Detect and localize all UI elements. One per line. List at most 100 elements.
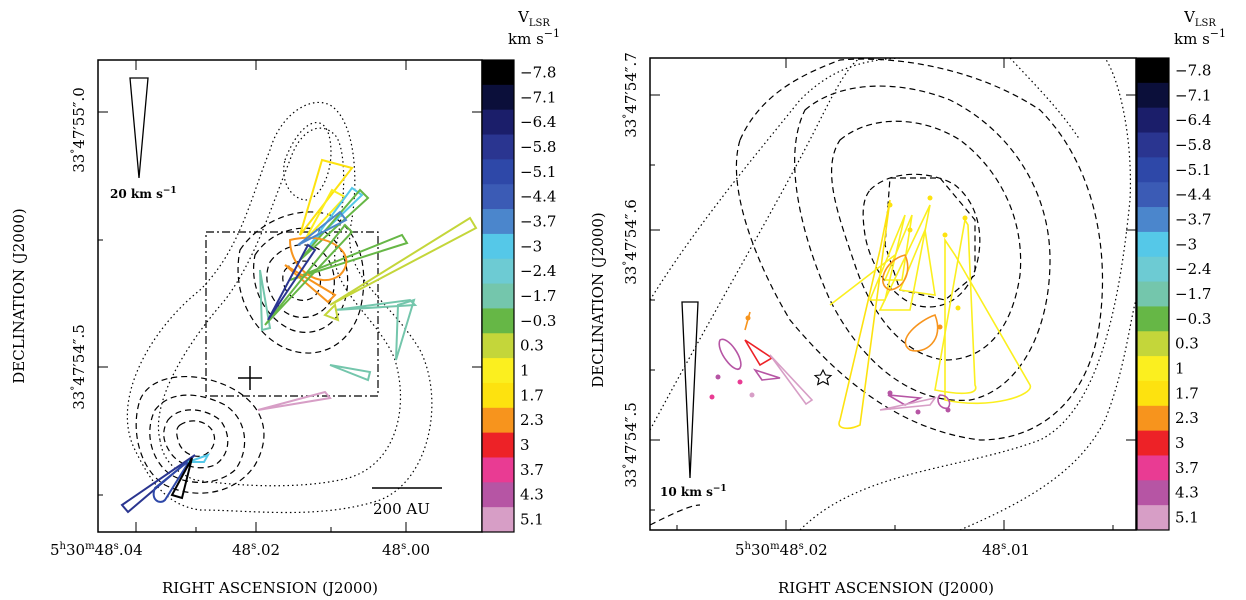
right-dotted-contour bbox=[799, 58, 1132, 530]
right-x-tick-label: 5h30m48s.02 bbox=[735, 541, 828, 559]
colorbar-swatch bbox=[1137, 480, 1169, 506]
colorbar-tick-label: −7.1 bbox=[520, 88, 556, 106]
left-dashed-contour bbox=[135, 375, 265, 494]
maser-vector bbox=[299, 188, 370, 261]
maser-vector bbox=[744, 339, 774, 367]
colorbar-swatch bbox=[1137, 455, 1169, 481]
left-x-tick-label: 48s.00 bbox=[382, 541, 430, 559]
maser-vector bbox=[718, 338, 742, 371]
maser-spot bbox=[737, 379, 743, 385]
maser-vector bbox=[187, 453, 211, 463]
maser-spot bbox=[945, 407, 951, 413]
left-dashed-contour bbox=[149, 394, 246, 483]
colorbar-tick-label: −4.4 bbox=[1175, 186, 1211, 204]
right-colorbar-unit: km s−1 bbox=[1174, 27, 1226, 48]
maser-vector bbox=[297, 210, 348, 246]
maser-spot bbox=[915, 409, 921, 415]
right-dotted-contour bbox=[650, 58, 901, 301]
right-maser-spots bbox=[709, 195, 968, 415]
colorbar-tick-label: −6.4 bbox=[1175, 111, 1211, 129]
colorbar-tick-label: 3 bbox=[1175, 434, 1185, 452]
right-contours bbox=[650, 58, 1136, 530]
right-dashed-contour bbox=[794, 85, 1051, 401]
star-icon bbox=[813, 368, 833, 386]
maser-spot bbox=[937, 324, 943, 330]
right-dashed-contour bbox=[831, 120, 1022, 361]
right-maser-vectors bbox=[718, 199, 1031, 430]
maser-spot bbox=[955, 305, 961, 311]
colorbar-tick-label: −5.1 bbox=[520, 163, 556, 181]
left-colorbar-unit: km s−1 bbox=[508, 27, 560, 48]
colorbar-swatch bbox=[1137, 256, 1169, 283]
left-dashed-contour bbox=[266, 244, 335, 319]
colorbar-tick-label: 3 bbox=[520, 436, 530, 454]
colorbar-swatch bbox=[482, 60, 514, 86]
maser-vector bbox=[944, 237, 1031, 405]
colorbar-swatch bbox=[1137, 58, 1169, 84]
left-x-axis-title: RIGHT ASCENSION (J2000) bbox=[162, 579, 378, 597]
colorbar-tick-label: −1.7 bbox=[1175, 285, 1211, 303]
colorbar-swatch bbox=[1137, 207, 1169, 233]
maser-spot bbox=[962, 215, 968, 221]
colorbar-tick-label: 2.3 bbox=[520, 411, 544, 429]
right-dotted-contour bbox=[650, 58, 861, 431]
right-x-axis-title: RIGHT ASCENSION (J2000) bbox=[778, 579, 994, 597]
maser-vector bbox=[934, 217, 977, 395]
maser-vector bbox=[879, 396, 937, 411]
colorbar-swatch bbox=[1137, 157, 1169, 183]
colorbar-tick-label: −3.7 bbox=[1175, 210, 1211, 228]
colorbar-swatch bbox=[482, 283, 514, 309]
colorbar-swatch bbox=[1137, 505, 1169, 531]
right-dashed-contour bbox=[650, 504, 701, 526]
maser-spot bbox=[745, 315, 751, 321]
colorbar-swatch bbox=[482, 333, 514, 359]
right-ticks bbox=[650, 58, 1136, 530]
maser-vector bbox=[170, 457, 193, 500]
maser-spot bbox=[715, 374, 721, 380]
left-panel: 20 km s−1 200 AU 5h30m48s.04 48s.02 48s.… bbox=[10, 59, 483, 597]
colorbar-swatch bbox=[482, 109, 514, 136]
colorbar-swatch bbox=[482, 457, 514, 483]
right-plot-frame bbox=[649, 57, 1137, 531]
left-y-axis-title: DECLINATION (J2000) bbox=[10, 208, 28, 384]
colorbar-swatch bbox=[1137, 132, 1169, 158]
left-zoom-box bbox=[205, 231, 379, 397]
colorbar-tick-label: 5.1 bbox=[520, 511, 544, 529]
colorbar-tick-label: −0.3 bbox=[520, 312, 556, 330]
colorbar-tick-label: 2.3 bbox=[1175, 409, 1199, 427]
colorbar-swatch bbox=[1137, 430, 1169, 456]
maser-vector bbox=[752, 368, 781, 381]
right-colorbar: −7.8 −7.1 −6.4 −5.8 −5.1 −4.4 −3.7 −3 −2.4 −1.7 −0… bbox=[1136, 57, 1211, 531]
colorbar-swatch bbox=[482, 233, 514, 260]
colorbar-tick-label: −5.8 bbox=[520, 138, 556, 156]
maser-spot bbox=[942, 232, 948, 238]
colorbar-tick-label: −7.1 bbox=[1175, 86, 1211, 104]
right-panel: 10 km s−1 5h30m48s.02 48s.01 33°47′54″.7… bbox=[589, 52, 1137, 597]
left-scale-arrow-label: 20 km s−1 bbox=[110, 186, 177, 201]
maser-spot bbox=[709, 394, 715, 400]
maser-vector bbox=[323, 302, 340, 322]
colorbar-frame bbox=[481, 59, 515, 533]
colorbar-swatch bbox=[482, 382, 514, 409]
right-dashed-contour bbox=[735, 58, 1104, 441]
maser-vector bbox=[284, 264, 337, 304]
left-colorbar-title: VLSR bbox=[517, 8, 550, 29]
colorbar-tick-label: −7.8 bbox=[1175, 61, 1211, 79]
colorbar-swatch bbox=[1137, 281, 1169, 307]
maser-vector bbox=[329, 364, 372, 382]
colorbar-tick-label: −2.4 bbox=[1175, 260, 1211, 278]
right-dashed-contour bbox=[862, 173, 981, 308]
left-y-tick-label: 33°47′54″.5 bbox=[70, 324, 88, 410]
right-colorbar-title: VLSR bbox=[1183, 8, 1216, 29]
maser-vector bbox=[334, 298, 418, 311]
colorbar-tick-label: −3 bbox=[1175, 235, 1197, 253]
colorbar-tick-label: −3.7 bbox=[520, 212, 556, 230]
colorbar-tick-label: 0.3 bbox=[520, 337, 544, 355]
colorbar-tick-label: −5.1 bbox=[1175, 161, 1211, 179]
colorbar-swatch bbox=[1137, 231, 1169, 258]
colorbar-tick-label: 1.7 bbox=[520, 386, 544, 404]
left-y-tick-label: 33°47′55″.0 bbox=[70, 87, 88, 173]
colorbar-tick-label: −2.4 bbox=[520, 262, 556, 280]
left-cross-marker bbox=[238, 366, 262, 390]
